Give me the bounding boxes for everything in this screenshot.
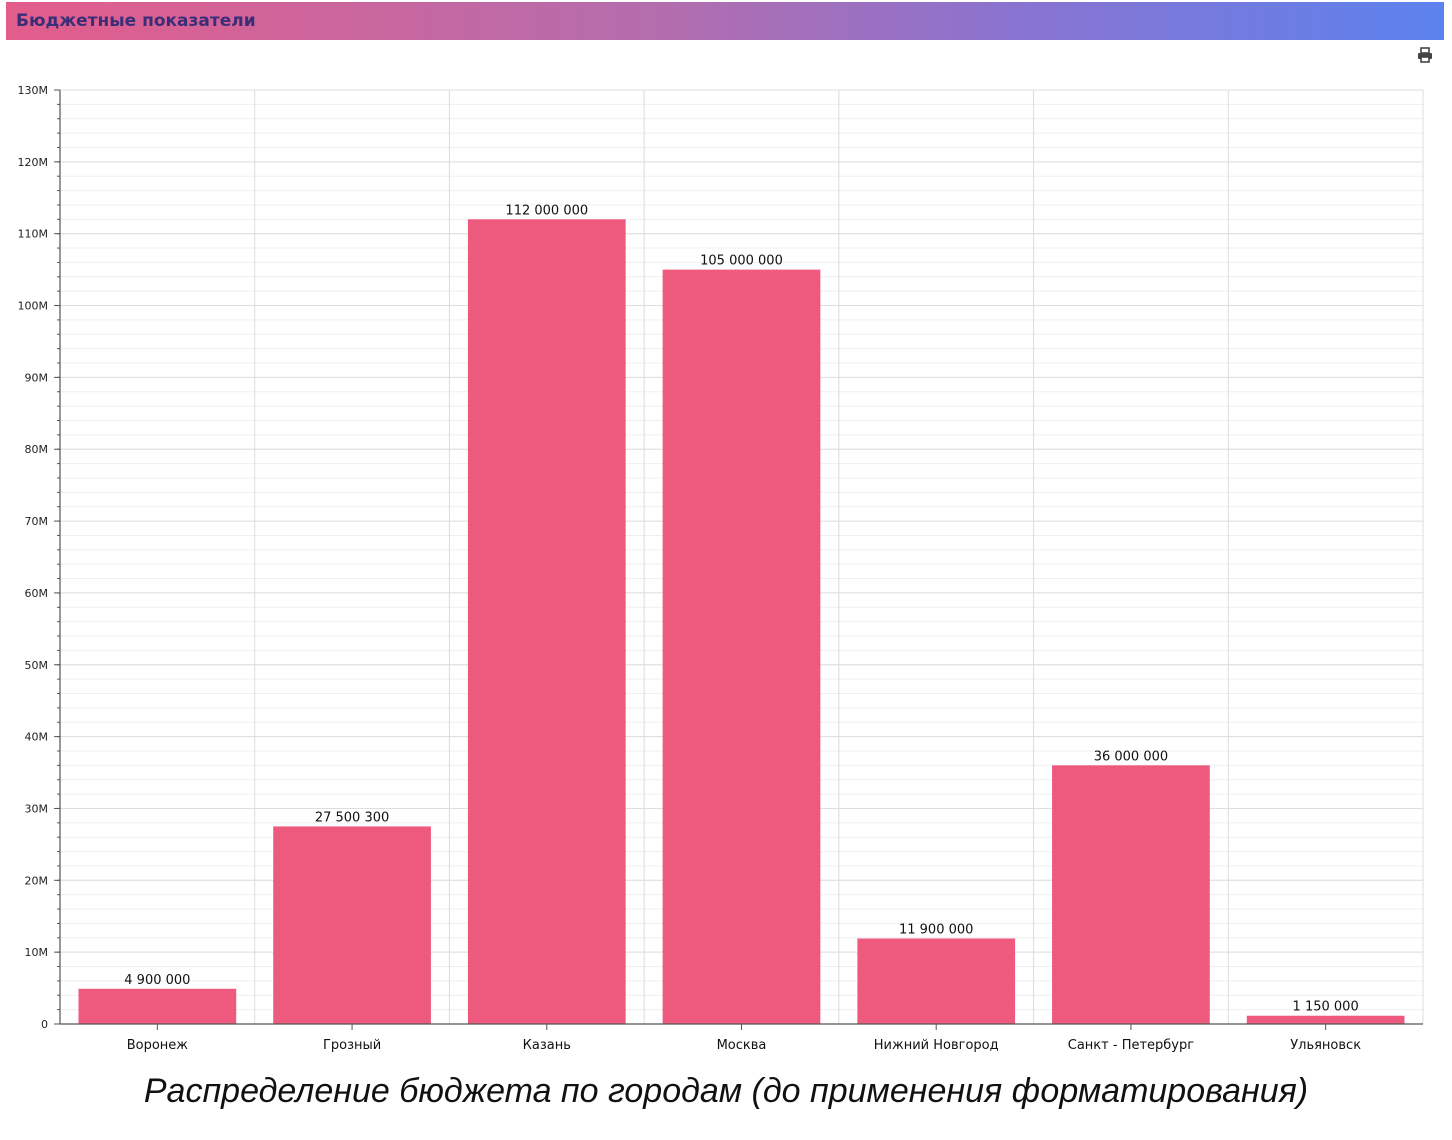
y-tick-label: 40M [25,731,49,744]
y-tick-label: 60M [25,587,49,600]
data-label: 27 500 300 [315,810,389,825]
y-tick-label: 110M [18,228,49,241]
y-tick-label: 0 [41,1018,48,1031]
y-tick-label: 80M [25,443,49,456]
data-label: 112 000 000 [505,203,588,218]
y-tick-label: 130M [18,84,49,97]
bar[interactable] [857,938,1016,1024]
data-label: 36 000 000 [1094,749,1168,764]
bar[interactable] [662,269,821,1025]
bars-layer [78,219,1405,1025]
labels-layer: 4 900 000 Воронеж 27 500 300 Грозный 112 000… [18,84,1362,1053]
panel-header: Бюджетные показатели [6,2,1444,40]
y-tick-label: 100M [18,300,49,313]
data-label: 11 900 000 [899,923,973,938]
category-label: Ульяновск [1290,1038,1361,1053]
category-label: Казань [523,1038,571,1053]
y-tick-label: 70M [25,515,49,528]
bar[interactable] [78,988,237,1024]
category-label: Санкт - Петербург [1068,1038,1194,1053]
figure-caption: Распределение бюджета по городам (до при… [143,1072,1309,1110]
category-label: Грозный [323,1038,381,1053]
bar[interactable] [273,826,431,1024]
data-label: 1 150 000 [1293,1000,1359,1015]
y-tick-label: 90M [25,371,49,384]
data-label: 105 000 000 [700,254,783,269]
data-label: 4 900 000 [124,973,190,988]
y-tick-label: 120M [18,156,49,169]
print-button[interactable] [1416,46,1434,64]
y-tick-label: 50M [25,659,49,672]
panel-title: Бюджетные показатели [16,11,256,31]
y-tick-label: 30M [25,802,49,815]
printer-icon [1418,47,1432,63]
category-label: Нижний Новгород [874,1038,999,1053]
bar[interactable] [1246,1015,1405,1024]
bar-chart: 4 900 000 Воронеж 27 500 300 Грозный 112 000… [18,84,1424,1053]
y-tick-label: 20M [25,874,49,887]
category-label: Воронеж [127,1038,189,1053]
category-label: Москва [717,1038,767,1053]
y-tick-label: 10M [25,946,49,959]
bar[interactable] [1052,765,1210,1024]
axis-layer [54,89,1423,1030]
bar[interactable] [467,219,626,1025]
